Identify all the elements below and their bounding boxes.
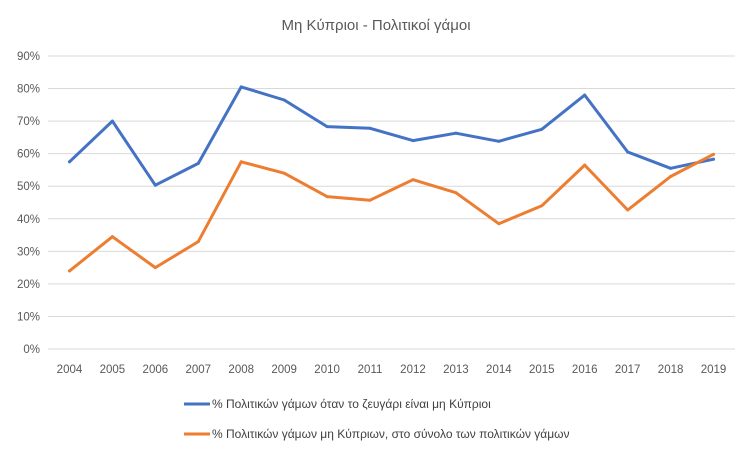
x-tick-label: 2017 — [615, 364, 641, 376]
data-point — [325, 125, 329, 129]
data-point — [454, 191, 458, 195]
data-point — [626, 150, 630, 154]
chart-title: Μη Κύπριοι - Πολιτικοί γάμοι — [281, 17, 470, 34]
y-tick-label: 60% — [17, 149, 40, 161]
legend-label-series-1: % Πολιτικών γάμων όταν το ζευγάρι είναι … — [212, 397, 491, 411]
y-tick-label: 20% — [17, 279, 40, 291]
data-point — [497, 222, 501, 226]
data-point — [239, 85, 243, 89]
y-tick-label: 10% — [17, 311, 40, 323]
x-tick-label: 2007 — [185, 364, 211, 376]
x-tick-label: 2009 — [271, 364, 297, 376]
data-point — [239, 160, 243, 164]
data-point — [368, 126, 372, 130]
data-point — [411, 178, 415, 182]
x-tick-label: 2016 — [572, 364, 598, 376]
gridlines — [48, 55, 735, 350]
data-point — [67, 269, 71, 273]
x-tick-label: 2012 — [400, 364, 426, 376]
x-tick-label: 2004 — [57, 364, 83, 376]
data-point — [282, 98, 286, 102]
legend: % Πολιτικών γάμων όταν το ζευγάρι είναι … — [184, 397, 570, 441]
data-point — [583, 163, 587, 167]
y-tick-label: 50% — [17, 181, 40, 193]
x-tick-label: 2010 — [314, 364, 340, 376]
y-tick-label: 90% — [17, 51, 40, 63]
data-point — [153, 183, 157, 187]
x-tick-label: 2011 — [358, 364, 383, 376]
data-point — [368, 198, 372, 202]
y-axis-ticks: 0% 10% 20% 30% 40% 50% 60% 70% 80% 90% — [17, 51, 40, 356]
series-line-1 — [68, 85, 715, 187]
legend-label-series-2: % Πολιτικών γάμων μη Κύπριων, στο σύνολο… — [212, 427, 570, 441]
x-axis-ticks: 2004 2005 2006 2007 2008 2009 2010 2011 2012 2013… — [57, 364, 727, 376]
data-point — [153, 266, 157, 270]
data-point — [411, 139, 415, 143]
data-point — [497, 139, 501, 143]
data-point — [196, 161, 200, 165]
data-point — [454, 131, 458, 135]
data-point — [196, 240, 200, 244]
data-point — [669, 174, 673, 178]
data-point — [712, 157, 716, 161]
series-line-2 — [68, 152, 715, 273]
x-tick-label: 2008 — [228, 364, 254, 376]
series-lines — [67, 85, 716, 273]
data-point — [540, 204, 544, 208]
data-point — [540, 127, 544, 131]
data-point — [67, 160, 71, 164]
x-tick-label: 2006 — [143, 364, 169, 376]
x-tick-label: 2005 — [100, 364, 126, 376]
y-tick-label: 40% — [17, 214, 40, 226]
data-point — [282, 171, 286, 175]
data-point — [325, 195, 329, 199]
data-point — [669, 166, 673, 170]
data-point — [110, 235, 114, 239]
x-tick-label: 2019 — [701, 364, 727, 376]
x-tick-label: 2015 — [529, 364, 555, 376]
y-tick-label: 30% — [17, 246, 40, 258]
y-tick-label: 0% — [23, 344, 40, 356]
data-point — [626, 208, 630, 212]
y-tick-label: 80% — [17, 84, 40, 96]
data-point — [712, 152, 716, 156]
x-tick-label: 2014 — [486, 364, 512, 376]
x-tick-label: 2013 — [443, 364, 469, 376]
y-tick-label: 70% — [17, 116, 40, 128]
x-tick-label: 2018 — [658, 364, 684, 376]
data-point — [110, 119, 114, 123]
data-point — [583, 93, 587, 97]
